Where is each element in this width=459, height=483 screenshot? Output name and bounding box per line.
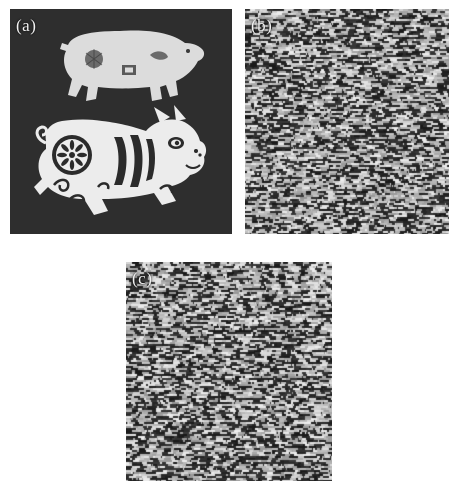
encrypted-noise-image-c: [126, 262, 332, 481]
encrypted-noise-image-b: [245, 9, 449, 234]
panel-label-c: (c): [132, 269, 153, 288]
panel-b-noise: (b): [245, 9, 449, 234]
panel-label-a: (a): [16, 16, 37, 35]
panel-a-photo: (a): [10, 9, 232, 234]
panel-c-noise: (c): [126, 262, 332, 481]
bottom-pig-papercut: [34, 105, 207, 215]
paper-cut-pigs-image: [10, 9, 232, 234]
panel-label-b: (b): [251, 16, 273, 35]
